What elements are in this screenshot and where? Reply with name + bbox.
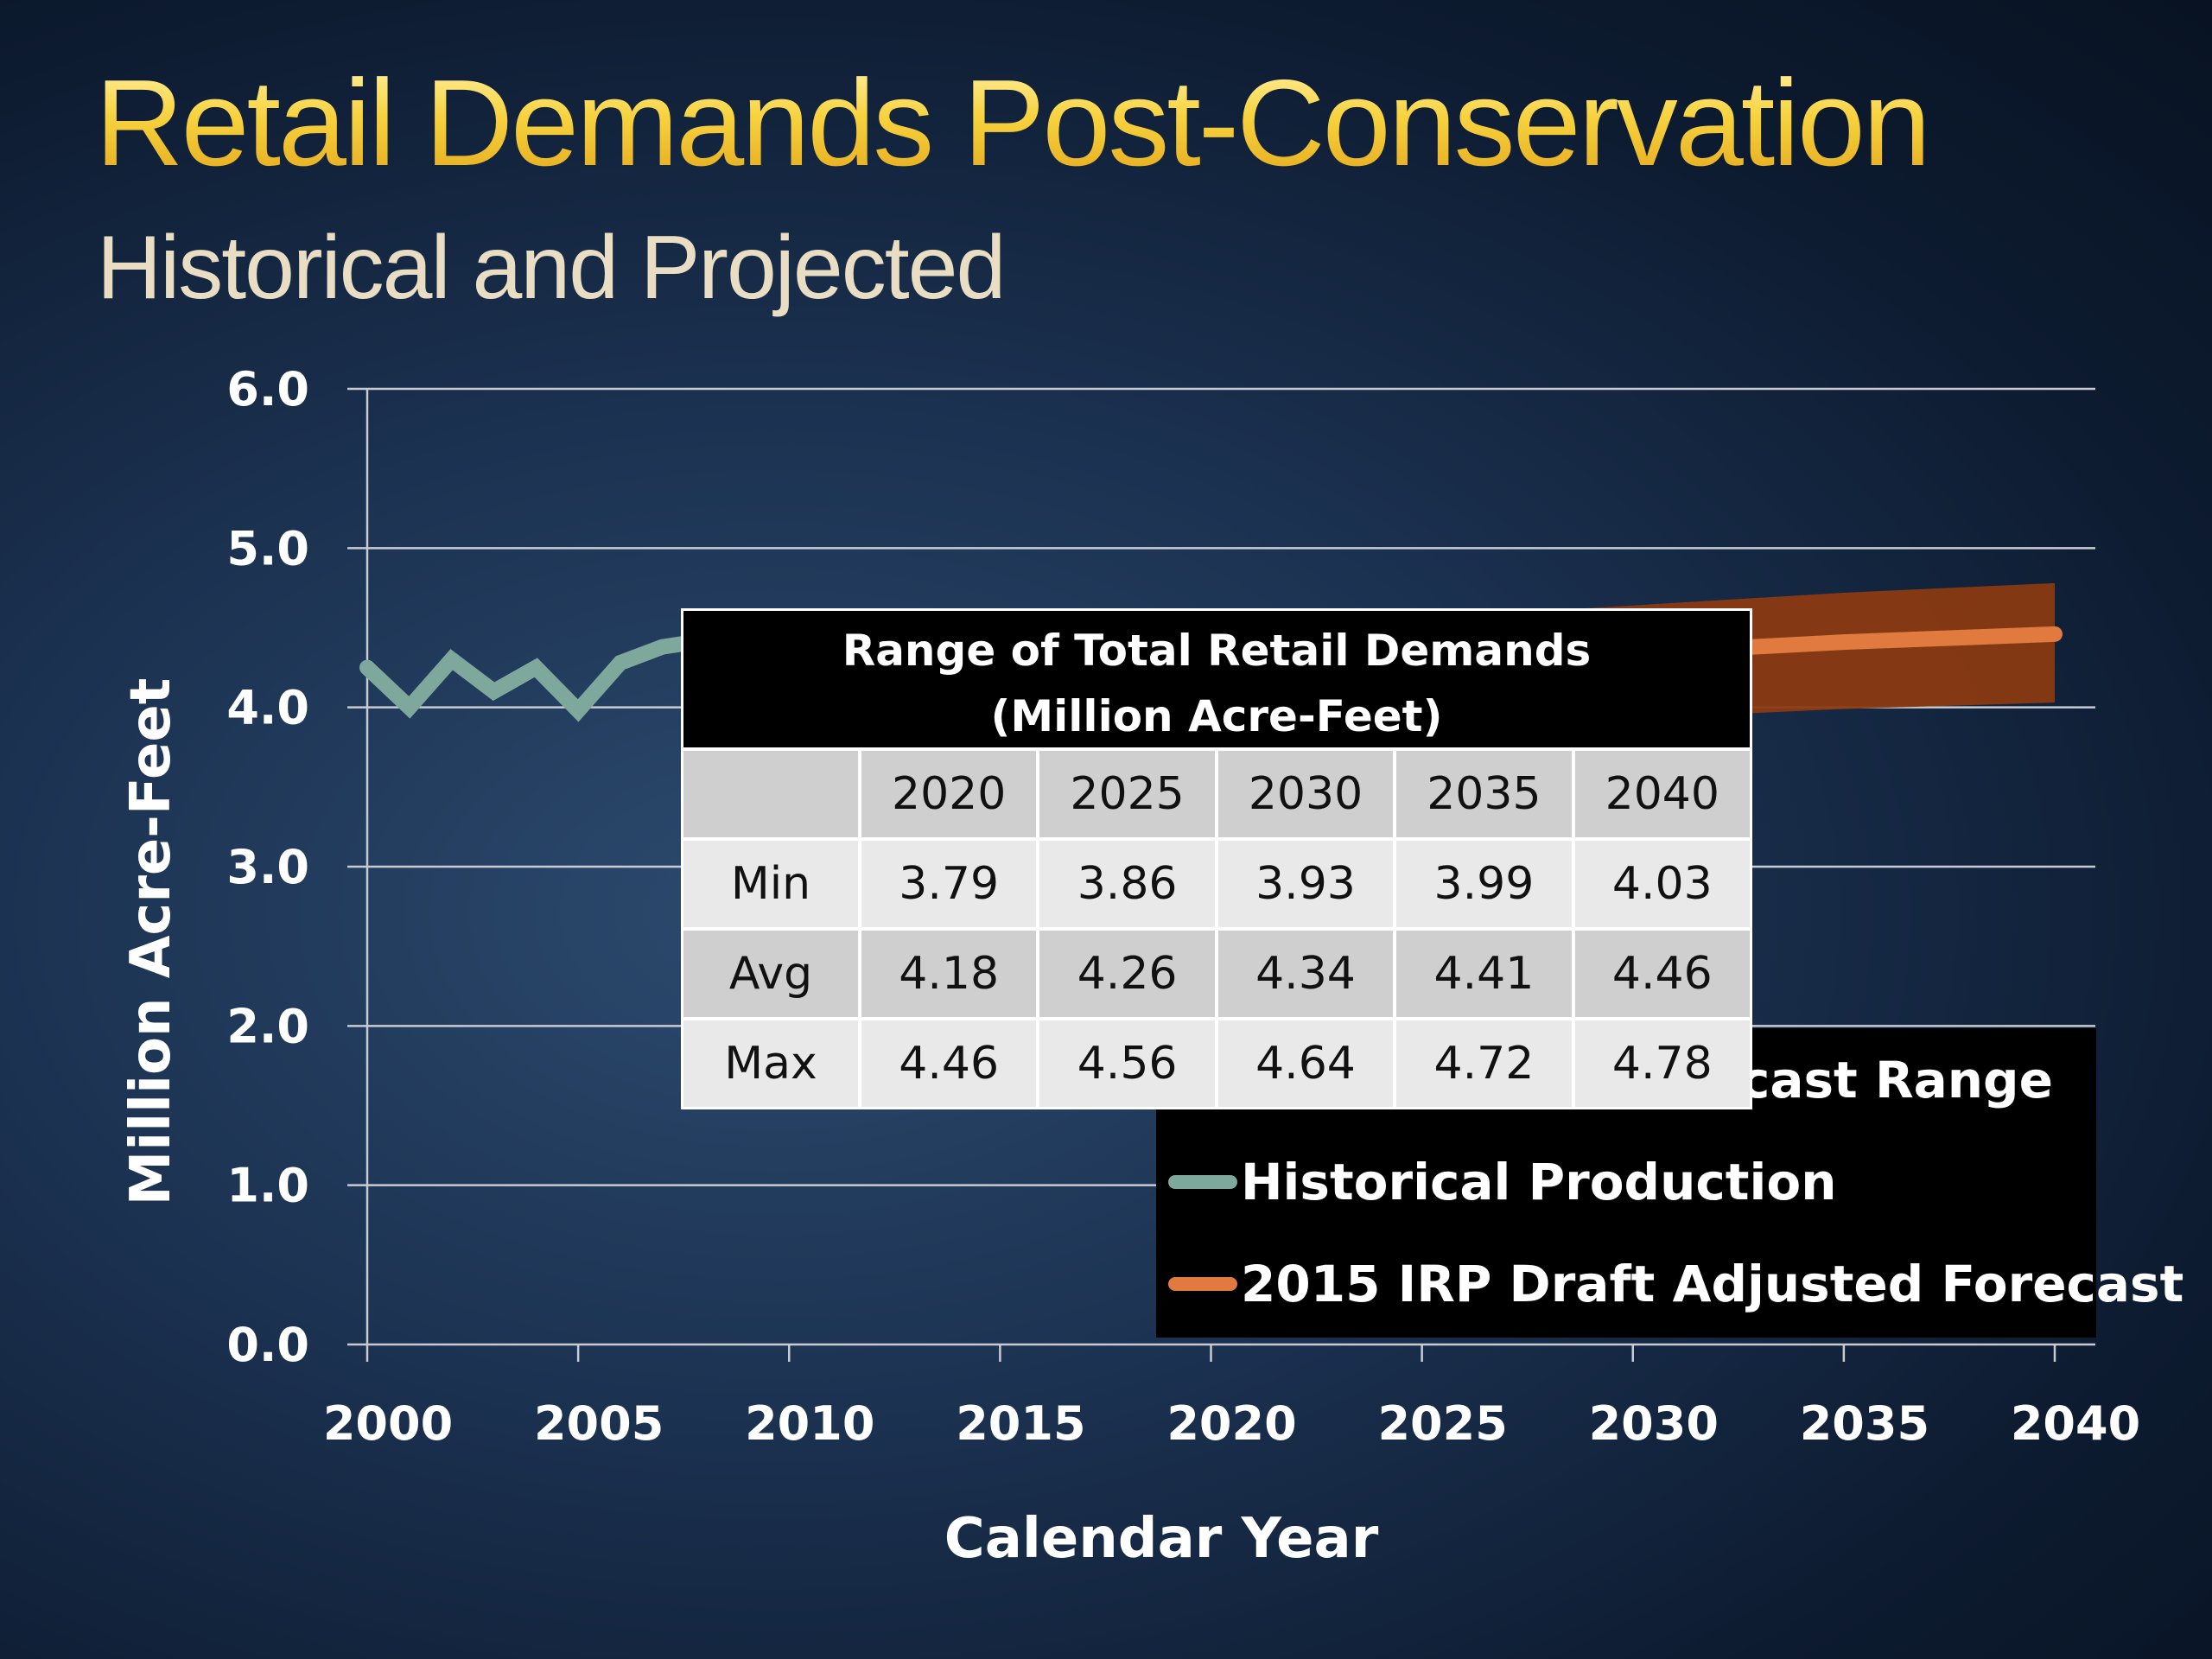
table-title-line-1: Range of Total Retail Demands bbox=[842, 626, 1592, 676]
y-tick-label: 3.0 bbox=[226, 840, 309, 894]
historical-point bbox=[535, 667, 537, 669]
legend-item-historical: Historical Production bbox=[1156, 1147, 1837, 1217]
table-header-cell: 2035 bbox=[1396, 751, 1572, 837]
table-cell: 4.46 bbox=[861, 1020, 1037, 1107]
x-tick-label: 2010 bbox=[745, 1396, 874, 1451]
table-cell: 4.26 bbox=[1039, 931, 1215, 1017]
table-cell: 4.46 bbox=[1574, 931, 1750, 1017]
y-tick-label: 0.0 bbox=[226, 1318, 309, 1372]
table-header-cell: 2020 bbox=[861, 751, 1037, 837]
table-cell: 3.99 bbox=[1396, 841, 1572, 927]
legend-item-forecast-range: cast Range bbox=[1740, 1046, 2053, 1115]
legend-label-historical: Historical Production bbox=[1241, 1153, 1837, 1211]
table-title: Range of Total Retail Demands (Million A… bbox=[683, 611, 1750, 747]
historical-point bbox=[451, 658, 453, 660]
historical-point bbox=[493, 690, 494, 692]
table-cell: 4.64 bbox=[1217, 1020, 1394, 1107]
table-header-cell: 2025 bbox=[1039, 751, 1215, 837]
table-cell: 4.72 bbox=[1396, 1020, 1572, 1107]
table-cell: 4.18 bbox=[861, 931, 1037, 1017]
legend-swatch-historical bbox=[1168, 1175, 1237, 1189]
table-row-label: Avg bbox=[683, 931, 858, 1017]
table-title-line-2: (Million Acre-Feet) bbox=[990, 691, 1443, 741]
x-tick-label: 2005 bbox=[534, 1396, 664, 1451]
table-cell: 3.79 bbox=[861, 841, 1037, 927]
legend-swatch-forecast bbox=[1168, 1277, 1237, 1291]
historical-production-line bbox=[359, 632, 713, 722]
x-tick-label: 2030 bbox=[1589, 1396, 1719, 1451]
forecast-point bbox=[1843, 641, 1845, 643]
legend-label-forecast: 2015 IRP Draft Adjusted Forecast bbox=[1241, 1255, 2184, 1313]
table-row-label: Max bbox=[683, 1020, 858, 1107]
y-axis-title: Million Acre-Feet bbox=[119, 678, 183, 1206]
axes: 0.0 1.0 2.0 3.0 4.0 5.0 6.0 2000 2005 2010 2015 202… bbox=[226, 362, 2140, 1451]
historical-point bbox=[409, 707, 410, 709]
historical-point bbox=[662, 646, 664, 648]
slide-subtitle: Historical and Projected bbox=[97, 218, 1006, 318]
x-tick-label: 2040 bbox=[2011, 1396, 2140, 1451]
table-cell: 4.56 bbox=[1039, 1020, 1215, 1107]
x-tick-label: 2000 bbox=[323, 1396, 453, 1451]
table-cell: 4.34 bbox=[1217, 931, 1394, 1017]
table-cell: 4.78 bbox=[1574, 1020, 1750, 1107]
table-grid: 2020 2025 2030 2035 2040 Min 3.79 3.86 3… bbox=[683, 747, 1750, 1107]
x-axis-title: Calendar Year bbox=[944, 1507, 1379, 1571]
table-header-cell bbox=[683, 751, 858, 837]
historical-point bbox=[366, 667, 368, 669]
x-tick-label: 2035 bbox=[1800, 1396, 1929, 1451]
y-tick-label: 1.0 bbox=[226, 1159, 309, 1213]
y-tick-label: 5.0 bbox=[226, 521, 309, 575]
x-tick-label: 2025 bbox=[1377, 1396, 1507, 1451]
range-table: Range of Total Retail Demands (Million A… bbox=[681, 608, 1752, 1109]
forecast-point bbox=[2054, 633, 2056, 635]
legend-label-forecast-range: cast Range bbox=[1740, 1051, 2053, 1109]
table-cell: 3.86 bbox=[1039, 841, 1215, 927]
y-tick-label: 6.0 bbox=[226, 362, 309, 416]
table-header-cell: 2040 bbox=[1574, 751, 1750, 837]
x-tick-label: 2015 bbox=[956, 1396, 1085, 1451]
table-cell: 4.41 bbox=[1396, 931, 1572, 1017]
table-row-label: Min bbox=[683, 841, 858, 927]
y-tick-label: 2.0 bbox=[226, 999, 309, 1053]
x-tick-label: 2020 bbox=[1166, 1396, 1296, 1451]
y-tick-label: 4.0 bbox=[226, 681, 309, 735]
historical-point bbox=[577, 709, 579, 711]
table-cell: 4.03 bbox=[1574, 841, 1750, 927]
table-cell: 3.93 bbox=[1217, 841, 1394, 927]
table-header-cell: 2030 bbox=[1217, 751, 1394, 837]
slide-title: Retail Demands Post-Conservation bbox=[95, 54, 1931, 192]
legend-item-forecast: 2015 IRP Draft Adjusted Forecast bbox=[1156, 1249, 2183, 1319]
